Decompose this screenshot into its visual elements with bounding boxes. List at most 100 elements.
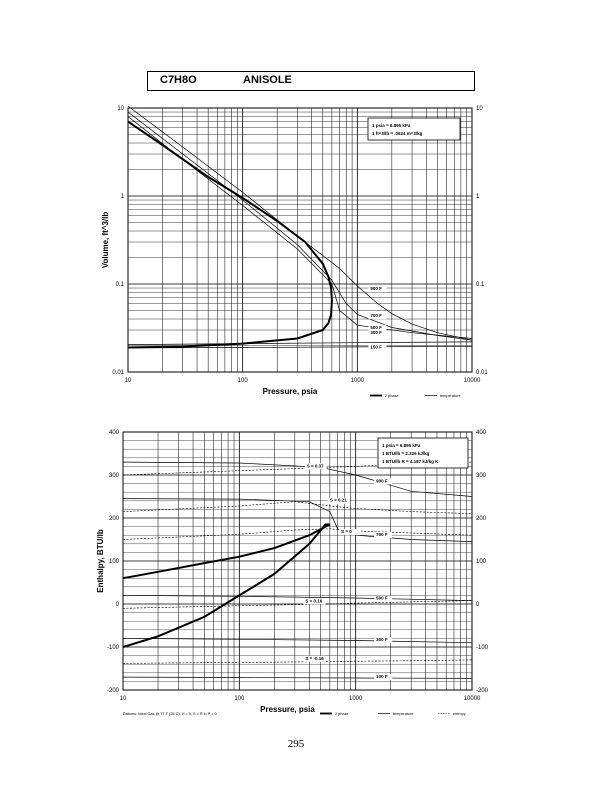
y-tick-label-right: 0.01: [476, 370, 488, 376]
entropy-label-bg: [327, 497, 350, 504]
series-line: [127, 105, 473, 341]
conversion-note: 1 ft^3/lb = .0624 m^3/kg: [372, 131, 423, 136]
series-line: [122, 523, 331, 648]
series-line: [122, 676, 473, 679]
entropy-label: S = 0.37: [307, 463, 324, 468]
x-tick-label: 1000: [349, 696, 363, 702]
y-tick-label: 400: [109, 430, 120, 436]
series-line: [122, 498, 473, 542]
series-line: [127, 345, 473, 349]
isotherm-label-bg: [368, 286, 387, 293]
entropy-label-bg: [304, 463, 327, 470]
isotherm-label: 100 F: [376, 674, 388, 679]
y-tick-label-right: -200: [476, 688, 489, 694]
entropy-label: S = 0.16: [305, 598, 322, 603]
x-tick-label: 10000: [464, 696, 481, 702]
isotherm-label: 700 F: [370, 313, 382, 318]
isotherm-label: 300 F: [376, 637, 388, 642]
x-tick-label: 10: [125, 378, 132, 384]
legend-label: 2 phase: [385, 394, 399, 398]
entropy-label-bg: [339, 529, 362, 536]
y-tick-label-right: 300: [476, 473, 487, 479]
entropy-label-bg: [303, 598, 326, 605]
isotherm-label: 500 F: [370, 325, 382, 330]
isotherm-label-bg: [368, 344, 387, 351]
x-tick-label: 1000: [351, 378, 365, 384]
y-tick-label: 0.1: [116, 282, 125, 288]
conversion-note: 1 psia = 6.895 kPa: [382, 443, 421, 448]
y-tick-label-right: 200: [476, 516, 487, 522]
series-line: [122, 600, 473, 609]
isotherm-label-bg: [368, 324, 387, 331]
legend-label: entropy: [453, 712, 466, 716]
series-line: [127, 341, 473, 345]
y-tick-label-right: 0: [476, 602, 480, 608]
series-line: [122, 461, 473, 497]
chart-title-box: C7H8O ANISOLE: [147, 71, 475, 91]
y-tick-label-right: 10: [476, 106, 483, 112]
isotherm-label: 700 F: [376, 532, 388, 537]
isotherm-label: 900 F: [370, 286, 382, 291]
series-line: [122, 659, 473, 664]
x-tick-label: 10: [120, 696, 127, 702]
x-tick-label: 100: [234, 696, 245, 702]
isotherm-label-bg: [374, 478, 393, 485]
gridlines: [122, 431, 472, 691]
y-tick-label: 0.01: [112, 370, 124, 376]
y-tick-label-right: 100: [476, 559, 487, 565]
y-tick-label-right: 400: [476, 430, 487, 436]
isotherm-label: 150 F: [370, 344, 382, 349]
y-tick-label-right: 0.1: [476, 282, 485, 288]
compound-formula: C7H8O: [160, 74, 197, 86]
y-tick-label: -100: [107, 645, 120, 651]
series-line: [122, 638, 473, 644]
chart-2: 10 100 1000 10000 -200 -100 0 100 200 300 400 -200 -…: [96, 430, 489, 716]
y-tick-label: 10: [117, 106, 124, 112]
conversion-box: [377, 437, 469, 469]
series-line: [122, 528, 473, 540]
conversion-note: 1 psia = 6.895 kPa: [372, 123, 411, 128]
isotherm-label: 300 F: [370, 330, 382, 335]
y-tick-label-right: 1: [476, 194, 480, 200]
x-tick-label: 100: [238, 378, 249, 384]
isotherm-label: 900 F: [376, 478, 388, 483]
entropy-label: S = -0.16: [305, 656, 324, 661]
y-axis-label: Enthalpy, BTU/lb: [96, 529, 105, 593]
plot-frame: [122, 431, 473, 691]
plot-frame: [127, 107, 473, 373]
conversion-note: 1 BTU/lb = 2.326 kJ/kg: [382, 451, 430, 456]
x-axis-label: Pressure, psia: [260, 705, 315, 714]
legend-label: temperature: [393, 712, 413, 716]
isotherm-label-bg: [374, 532, 393, 539]
x-axis-label: Pressure, psia: [263, 387, 318, 396]
series-line: [122, 595, 473, 601]
isotherm-label-bg: [374, 595, 393, 602]
datum-footnote: Datums: Ideal Gas @ 77 F (25 C), H = 0, …: [123, 712, 217, 716]
series-line: [122, 501, 473, 514]
y-tick-label: 1: [121, 194, 125, 200]
isotherm-label: 500 F: [376, 596, 388, 601]
entropy-label-bg: [303, 655, 326, 662]
entropy-label: S = 0.21: [330, 498, 347, 503]
entropy-label: S = 0: [341, 529, 352, 534]
conversion-box: [367, 117, 461, 141]
y-tick-label: -200: [107, 688, 120, 694]
y-tick-label: 300: [109, 473, 120, 479]
page-number: 295: [287, 738, 305, 750]
y-tick-label: 200: [109, 516, 120, 522]
series-line: [127, 111, 473, 341]
compound-name: ANISOLE: [243, 74, 292, 86]
y-tick-label: 0: [116, 602, 120, 608]
isotherm-label-bg: [374, 673, 393, 680]
legend-label: 2 phase: [335, 712, 349, 716]
legend-label: temperature: [440, 394, 460, 398]
conversion-note: 1 BTU/lb R = 4.187 kJ/kg K: [382, 459, 439, 464]
series-line: [127, 120, 333, 349]
isotherm-label-bg: [368, 330, 387, 337]
y-axis-label: Volume, ft^3/lb: [101, 212, 110, 269]
x-tick-label: 10000: [464, 378, 481, 384]
series-line: [127, 116, 473, 339]
isotherm-label-bg: [374, 636, 393, 643]
isotherm-label-bg: [368, 313, 387, 320]
y-tick-label-right: -100: [476, 645, 489, 651]
